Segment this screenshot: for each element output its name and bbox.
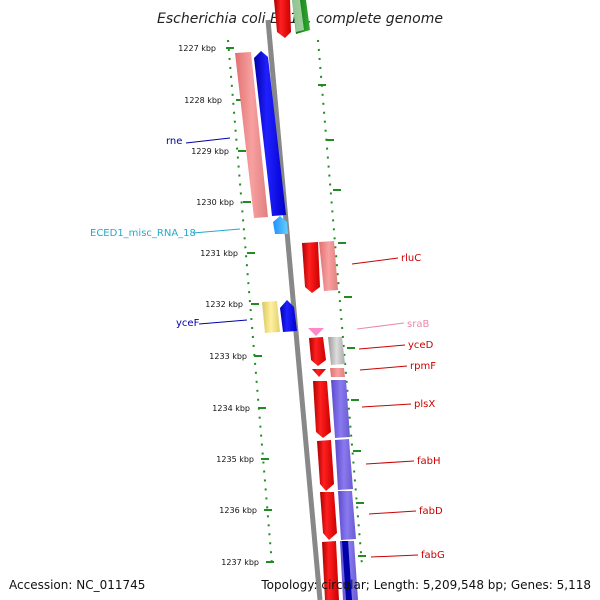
gene-feature-fabH[interactable]: [317, 440, 334, 491]
gene-label-fabH[interactable]: fabH: [417, 456, 441, 467]
ruler-label: 1233 kbp: [209, 352, 247, 361]
gene-feature-plsX[interactable]: [313, 381, 331, 438]
gene-feature-rluC[interactable]: [302, 242, 320, 293]
gene-feature[interactable]: [335, 439, 353, 490]
gene-feature[interactable]: [331, 380, 350, 438]
gene-label-rpmF[interactable]: rpmF: [410, 361, 436, 372]
ruler-label: 1229 kbp: [191, 147, 229, 156]
ruler-label: 1230 kbp: [196, 198, 234, 207]
gene-feature[interactable]: [338, 491, 356, 540]
gene-feature[interactable]: [342, 541, 352, 600]
ruler-label: 1236 kbp: [219, 506, 257, 515]
gene-feature[interactable]: [330, 368, 345, 377]
gene-label-fabG[interactable]: fabG: [421, 550, 445, 561]
gene-feature[interactable]: [328, 337, 345, 365]
gene-label-yceF[interactable]: yceF: [176, 318, 200, 329]
gene-feature[interactable]: [235, 52, 268, 218]
ruler-label: 1231 kbp: [200, 249, 238, 258]
gene-feature[interactable]: [262, 301, 280, 333]
accession-text: Accession: NC_011745: [9, 578, 146, 592]
gene-feature-yceD[interactable]: [309, 337, 326, 366]
leader-lines: [185, 137, 419, 558]
gene-features[interactable]: [235, 0, 358, 600]
gene-label-sraB[interactable]: sraB: [407, 319, 429, 330]
gene-feature-misc-rna[interactable]: [273, 216, 288, 234]
gene-label-fabD[interactable]: fabD: [419, 506, 443, 517]
gene-feature-yceF[interactable]: [280, 300, 297, 332]
ruler-labels: 1227 kbp 1228 kbp 1229 kbp 1230 kbp 1231…: [178, 44, 259, 567]
gene-label-yceD[interactable]: yceD: [408, 340, 434, 351]
ruler-label: 1237 kbp: [221, 558, 259, 567]
gene-feature[interactable]: [274, 0, 291, 38]
gene-feature-fabG[interactable]: [322, 541, 339, 600]
ruler-label: 1228 kbp: [184, 96, 222, 105]
ruler-label: 1234 kbp: [212, 404, 250, 413]
gene-labels: rne ECED1_misc_RNA_18 rluC sraB yceF yce…: [90, 136, 445, 561]
gene-feature-rne[interactable]: [254, 51, 286, 216]
gene-feature-fabD[interactable]: [320, 492, 337, 540]
gene-feature[interactable]: [292, 0, 304, 32]
ruler-ticks: [226, 47, 366, 563]
genome-summary-text: Topology: circular; Length: 5,209,548 bp…: [261, 578, 591, 592]
gene-label-rluC[interactable]: rluC: [401, 253, 421, 264]
ruler-label: 1227 kbp: [178, 44, 216, 53]
ruler-label: 1232 kbp: [205, 300, 243, 309]
gene-label-rne[interactable]: rne: [166, 136, 182, 147]
gene-label-plsX[interactable]: plsX: [414, 399, 435, 410]
gene-feature-sraB[interactable]: [308, 328, 324, 336]
ruler-label: 1235 kbp: [216, 455, 254, 464]
gene-feature[interactable]: [319, 241, 338, 291]
gene-feature-rpmF[interactable]: [312, 369, 326, 377]
gene-label-misc-rna[interactable]: ECED1_misc_RNA_18: [90, 228, 196, 239]
